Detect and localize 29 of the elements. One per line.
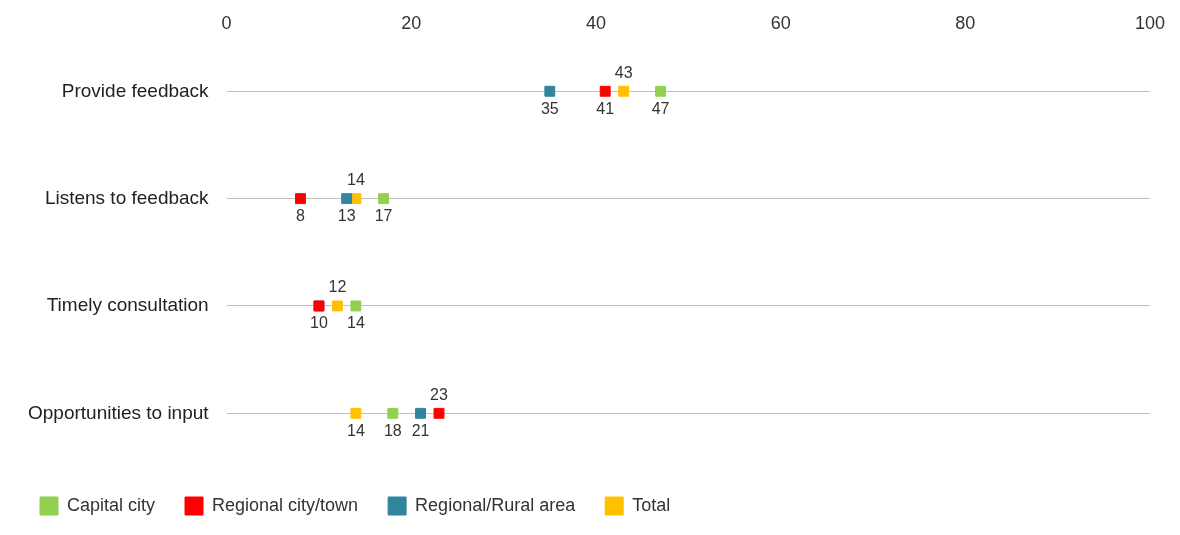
x-tick-label: 60	[770, 12, 791, 33]
x-tick-label: 0	[221, 12, 232, 33]
data-label: 10	[310, 314, 328, 332]
data-label: 12	[328, 278, 347, 296]
y-tick-label: Listens to feedback	[44, 186, 210, 208]
y-tick-label: Timely consultation	[46, 294, 209, 316]
legend-label: Regional city/town	[212, 494, 359, 515]
data-label: 18	[383, 421, 402, 439]
y-tick-label: Provide feedback	[61, 79, 210, 101]
data-label: 35	[540, 99, 559, 117]
data-label: 41	[596, 99, 615, 117]
data-label: 13	[337, 207, 356, 225]
legend-label: Capital city	[67, 494, 156, 515]
legend-label: Regional/Rural area	[415, 494, 577, 515]
data-label: 47	[651, 99, 670, 117]
data-label: 17	[374, 207, 393, 225]
data-label: 23	[430, 385, 448, 403]
legend-label: Total	[632, 494, 671, 515]
x-tick-label: 40	[585, 12, 606, 33]
data-label: 43	[614, 63, 633, 81]
data-label: 21	[411, 421, 430, 439]
x-tick-label: 100	[1134, 12, 1166, 33]
y-tick-label: Opportunities to input	[27, 401, 210, 423]
x-tick-label: 20	[401, 12, 422, 33]
data-label: 14	[346, 171, 365, 189]
data-label: 14	[346, 314, 365, 332]
data-label: 8	[296, 207, 306, 225]
x-tick-label: 80	[955, 12, 976, 33]
data-label: 14	[346, 421, 365, 439]
